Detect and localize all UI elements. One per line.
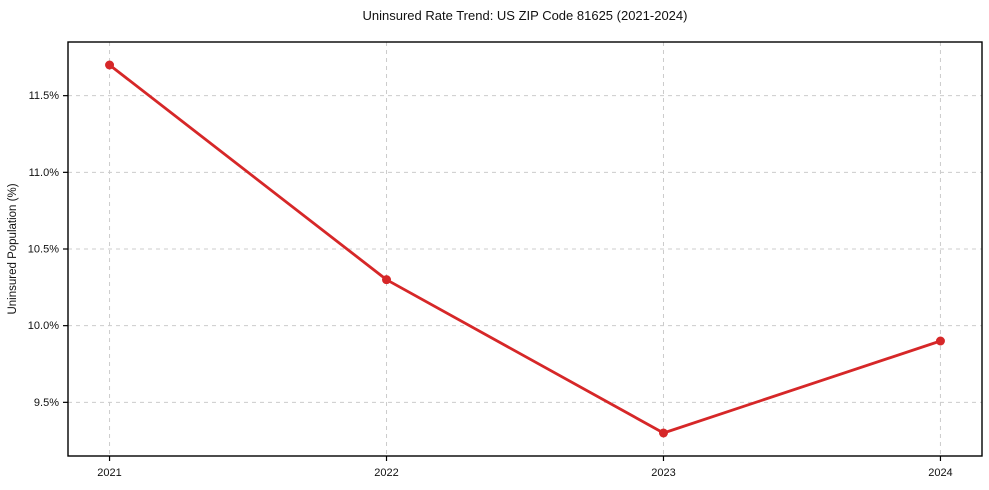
data-point-marker <box>105 60 115 70</box>
y-tick-label: 11.0% <box>29 167 60 179</box>
y-tick-label: 11.5% <box>29 90 60 102</box>
y-tick-label: 10.0% <box>28 320 59 332</box>
data-point-marker <box>935 336 945 346</box>
trend-line <box>108 63 942 435</box>
data-point-marker <box>382 275 392 285</box>
x-tick-label: 2023 <box>651 467 675 479</box>
chart-title: Uninsured Rate Trend: US ZIP Code 81625 … <box>362 8 688 23</box>
x-tick-label: 2021 <box>97 467 121 479</box>
x-tick-label: 2022 <box>374 467 398 479</box>
y-tick-label: 9.5% <box>34 397 59 409</box>
data-point-marker <box>658 428 668 438</box>
y-tick-label: 10.5% <box>28 244 59 256</box>
x-tick-label: 2024 <box>928 467 952 479</box>
